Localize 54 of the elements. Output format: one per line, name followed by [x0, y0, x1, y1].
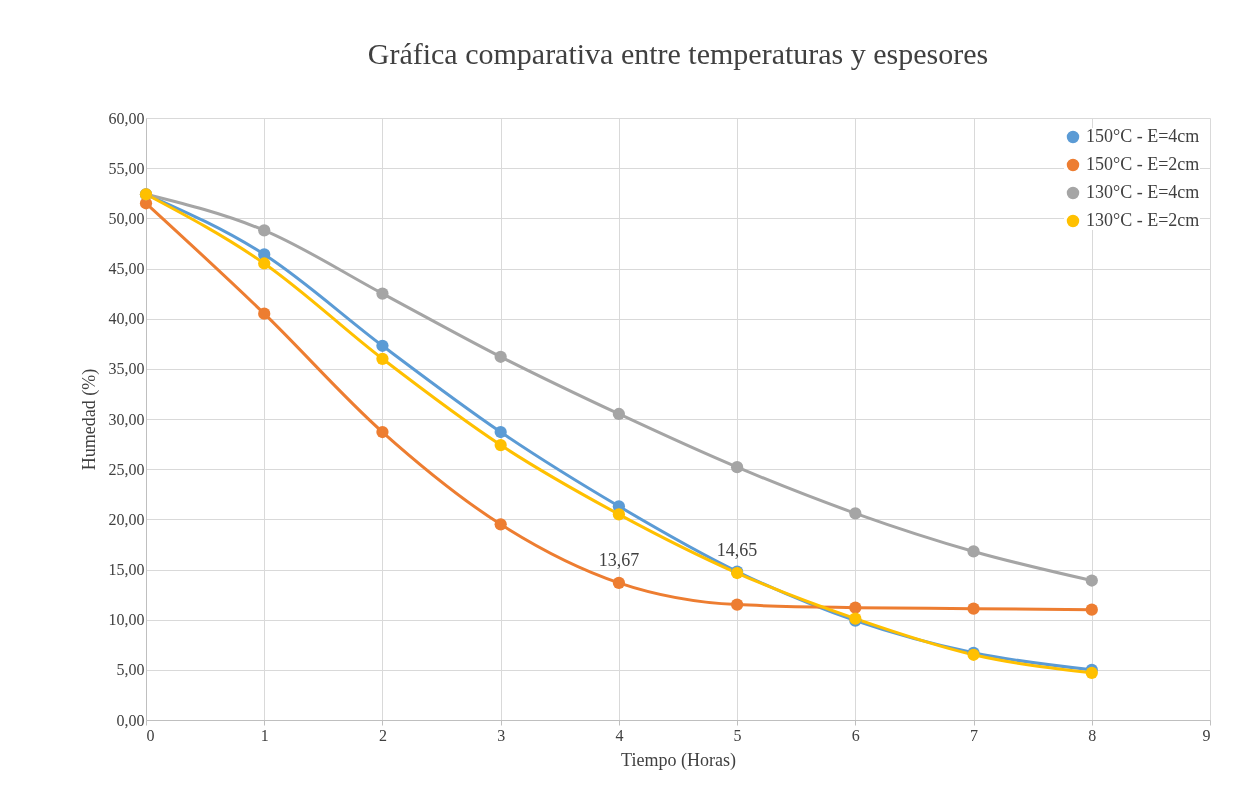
- point: [1085, 603, 1098, 616]
- legend-label: 150°C - E=2cm: [1086, 154, 1200, 174]
- y-tick-label: 35,00: [108, 360, 145, 378]
- legend-label: 130°C - E=2cm: [1086, 210, 1200, 230]
- x-tick-label: 8: [1088, 726, 1097, 744]
- x-tick-label: 3: [497, 726, 506, 744]
- y-tick-label: 5,00: [116, 661, 145, 679]
- point: [612, 576, 626, 589]
- legend-label: 130°C - E=4cm: [1086, 182, 1200, 202]
- data-label: 14,65: [716, 540, 758, 561]
- point: [849, 507, 862, 520]
- y-tick-label: 55,00: [108, 159, 145, 177]
- point: [376, 352, 389, 365]
- point: [612, 508, 626, 521]
- y-tick-label: 25,00: [108, 460, 145, 478]
- point: [1085, 574, 1098, 587]
- x-tick-label: 5: [733, 726, 742, 744]
- x-tick-label: 1: [260, 726, 269, 744]
- legend-label: 150°C - E=4cm: [1086, 126, 1200, 146]
- point: [730, 461, 744, 474]
- y-tick-label: 50,00: [108, 209, 145, 227]
- x-tick-label: 6: [851, 726, 860, 744]
- y-axis-title: Humedad (%): [78, 368, 100, 471]
- x-tick-label: 2: [378, 726, 387, 744]
- y-tick-label: 20,00: [108, 510, 145, 528]
- point: [849, 601, 862, 614]
- y-tick-label: 30,00: [108, 410, 145, 428]
- point: [494, 438, 507, 452]
- point: [612, 407, 626, 421]
- point: [258, 257, 271, 270]
- data-label: 13,67: [598, 549, 640, 570]
- point: [967, 602, 980, 615]
- x-tick-label: 7: [970, 726, 979, 744]
- x-tick-label: 9: [1202, 726, 1211, 744]
- y-tick-label: 15,00: [108, 561, 145, 578]
- point: [494, 350, 507, 363]
- point: [730, 598, 744, 611]
- point: [258, 307, 271, 320]
- x-tick-label: 0: [146, 726, 155, 744]
- y-tick-label: 40,00: [108, 310, 145, 328]
- point: [376, 287, 389, 300]
- y-tick-label: 10,00: [108, 611, 145, 629]
- y-tick-label: 45,00: [108, 260, 145, 277]
- point: [258, 224, 271, 237]
- point: [376, 339, 389, 352]
- y-tick-label: 60,00: [108, 109, 145, 127]
- chart-title: Gráfica comparativa entre temperaturas y espesores: [367, 37, 989, 70]
- point: [967, 545, 980, 558]
- point: [494, 518, 507, 531]
- y-tick-label: 0,00: [116, 711, 145, 729]
- point: [494, 425, 507, 439]
- x-axis-title: Tiempo (Horas): [621, 749, 736, 771]
- point: [376, 425, 389, 439]
- x-tick-label: 4: [615, 726, 624, 744]
